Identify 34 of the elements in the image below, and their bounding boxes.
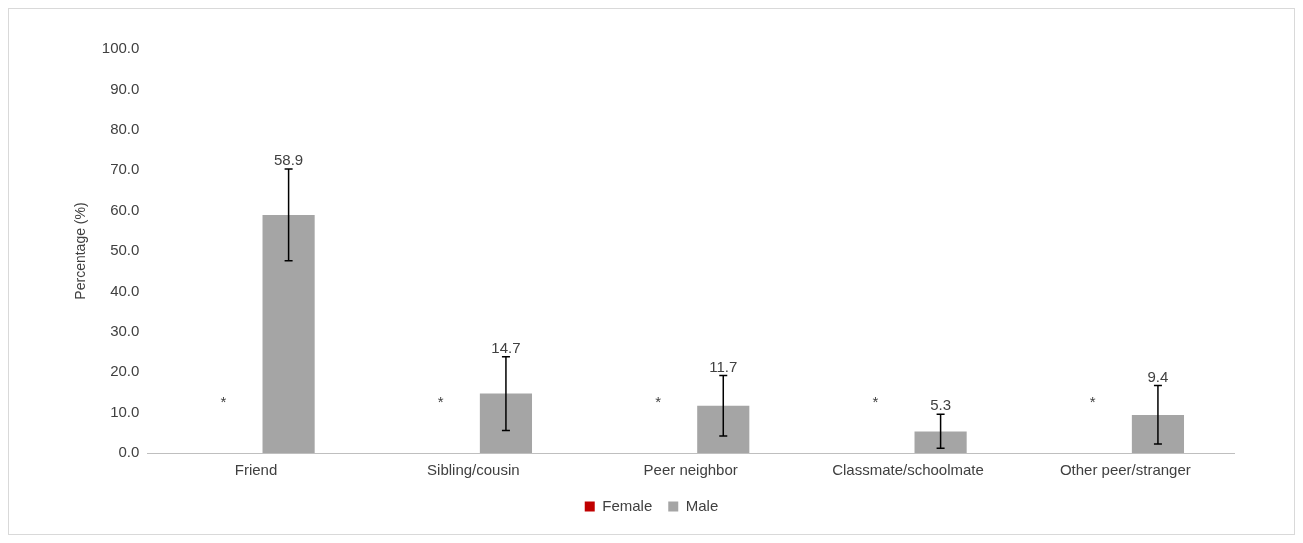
- y-tick-label: 90.0: [110, 79, 140, 97]
- y-tick-label: 100.0: [101, 39, 140, 57]
- data-label: 58.9: [274, 151, 304, 169]
- x-tick-label: Sibling/cousin: [427, 461, 520, 479]
- data-label: 5.3: [930, 396, 952, 414]
- y-tick-label: 60.0: [110, 200, 140, 218]
- y-tick-label: 70.0: [110, 160, 140, 178]
- data-label: 11.7: [709, 357, 738, 375]
- legend-label: Male: [685, 496, 719, 514]
- x-tick-label: Classmate/schoolmate: [832, 461, 984, 479]
- text: *: [220, 393, 227, 411]
- y-tick-label: 50.0: [110, 241, 140, 259]
- text: *: [437, 393, 444, 411]
- y-tick-label: 30.0: [110, 321, 140, 339]
- x-tick-label: Friend: [234, 461, 278, 479]
- y-tick-label: 40.0: [110, 281, 140, 299]
- x-tick-label: Other peer/stranger: [1059, 461, 1191, 479]
- bar: [262, 215, 315, 453]
- y-tick-label: 80.0: [110, 119, 140, 137]
- bar: [479, 393, 533, 453]
- data-label: 14.7: [491, 338, 521, 356]
- bar: [697, 405, 750, 453]
- legend-label: Female: [602, 496, 653, 514]
- data-label: 9.4: [1147, 367, 1169, 385]
- text: *: [1089, 393, 1096, 411]
- y-axis-title: Percentage (%): [72, 202, 89, 300]
- y-tick-label: 0.0: [118, 443, 140, 461]
- y-tick-label: 10.0: [110, 402, 140, 420]
- text: *: [655, 393, 661, 411]
- x-tick-label: Peer neighbor: [643, 461, 738, 479]
- bar: [1131, 415, 1185, 453]
- y-tick-label: 20.0: [110, 362, 140, 380]
- bar: [914, 431, 967, 453]
- text: *: [872, 393, 879, 411]
